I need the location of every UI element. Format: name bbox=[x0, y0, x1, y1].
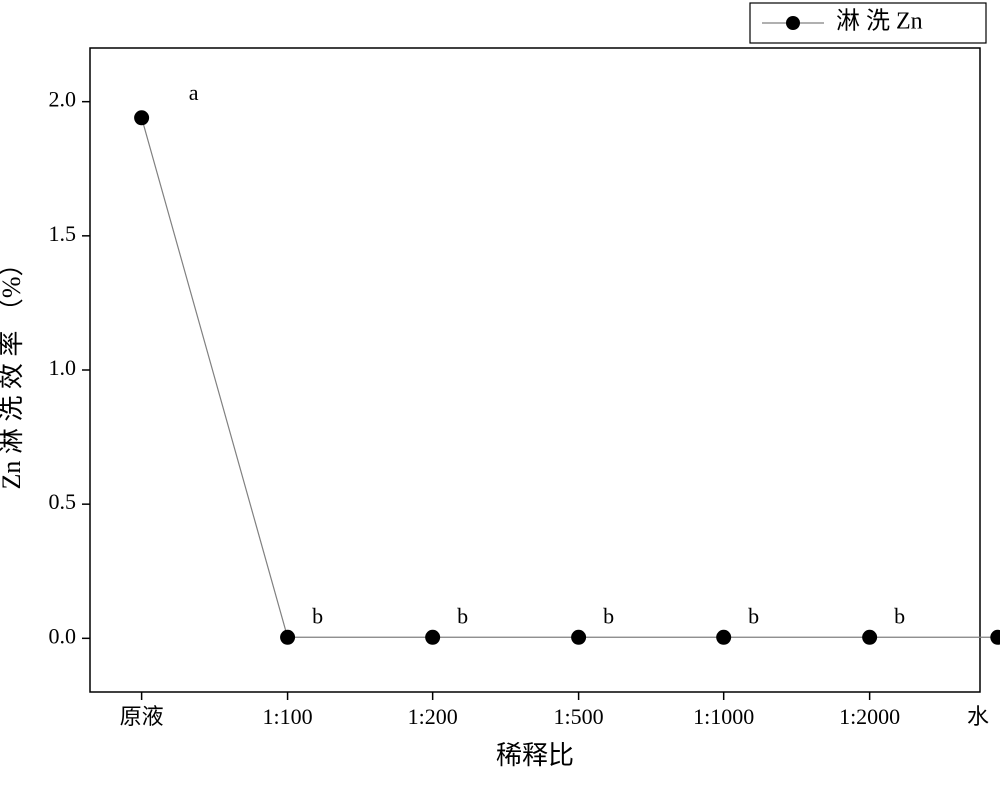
y-tick-label: 0.5 bbox=[49, 489, 77, 514]
x-tick-label: 1:100 bbox=[263, 704, 313, 729]
point-label: b bbox=[603, 603, 614, 628]
point-label: a bbox=[189, 80, 199, 105]
data-point bbox=[426, 630, 440, 644]
chart-svg: 0.0 0.5 1.0 1.5 2.0 原液 1:100 1:200 1:500 1:1000 1:… bbox=[0, 0, 1000, 794]
data-point bbox=[572, 630, 586, 644]
legend-marker bbox=[786, 16, 800, 30]
point-label: b bbox=[894, 603, 905, 628]
point-label: b bbox=[312, 603, 323, 628]
data-point bbox=[991, 630, 1000, 644]
y-axis-title: Zn 淋 洗 效 率 （%） bbox=[0, 250, 26, 489]
x-tick-label: 1:500 bbox=[554, 704, 604, 729]
y-tick-label: 1.5 bbox=[49, 221, 77, 246]
data-point bbox=[281, 630, 295, 644]
point-label: b bbox=[457, 603, 468, 628]
y-tick-label: 2.0 bbox=[49, 87, 77, 112]
plot-border bbox=[90, 48, 980, 692]
x-tick-label: 1:1000 bbox=[693, 704, 754, 729]
data-point bbox=[135, 111, 149, 125]
chart-container: 0.0 0.5 1.0 1.5 2.0 原液 1:100 1:200 1:500 1:1000 1:… bbox=[0, 0, 1000, 794]
point-label: b bbox=[748, 603, 759, 628]
data-point bbox=[717, 630, 731, 644]
y-tick-label: 1.0 bbox=[49, 355, 77, 380]
x-tick-label: 水 bbox=[967, 704, 989, 729]
x-tick-label: 1:2000 bbox=[839, 704, 900, 729]
x-tick-label: 原液 bbox=[120, 704, 164, 729]
series-line bbox=[142, 118, 998, 637]
legend-label: 淋 洗 Zn bbox=[836, 8, 923, 35]
data-point bbox=[863, 630, 877, 644]
x-tick-label: 1:200 bbox=[408, 704, 458, 729]
y-tick-label: 0.0 bbox=[49, 623, 77, 648]
x-axis-title: 稀释比 bbox=[496, 741, 574, 770]
